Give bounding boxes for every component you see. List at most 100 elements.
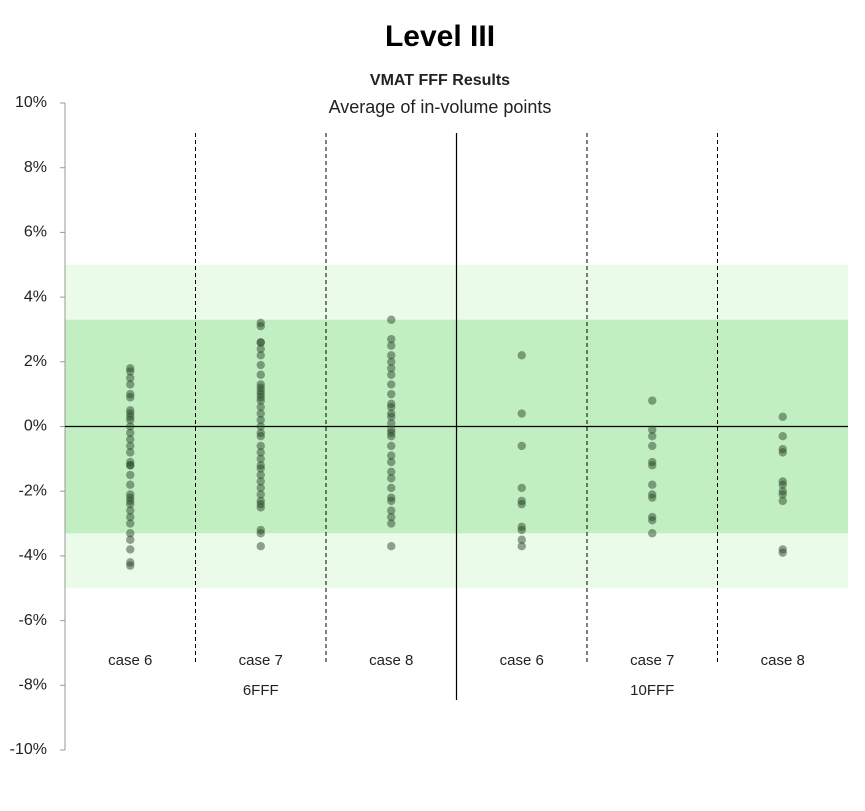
point xyxy=(126,435,135,444)
y-tick-label: 0% xyxy=(24,418,47,435)
y-tick-label: -2% xyxy=(19,482,47,499)
y-tick-label: -4% xyxy=(19,547,47,564)
point xyxy=(256,441,265,451)
group-label: 6FFF xyxy=(243,682,279,699)
point xyxy=(778,480,787,489)
point xyxy=(256,415,265,425)
point xyxy=(126,441,135,451)
point xyxy=(256,396,265,405)
point xyxy=(387,512,396,522)
point xyxy=(387,412,396,421)
category-label: case 7 xyxy=(630,652,674,669)
point xyxy=(126,461,135,470)
point xyxy=(126,519,135,528)
point xyxy=(387,541,396,551)
point xyxy=(256,402,265,412)
point xyxy=(387,506,396,515)
point xyxy=(648,461,657,470)
point xyxy=(517,441,526,451)
point xyxy=(517,525,526,535)
y-tick-label: -10% xyxy=(10,741,47,758)
point xyxy=(387,334,396,344)
point xyxy=(387,351,396,360)
point xyxy=(126,470,135,480)
y-tick-label: -8% xyxy=(19,677,47,694)
y-tick-label: 4% xyxy=(24,288,47,305)
point xyxy=(126,545,135,554)
point xyxy=(778,448,787,457)
category-label: case 8 xyxy=(761,652,805,669)
point xyxy=(256,422,265,431)
point xyxy=(256,470,265,480)
point xyxy=(126,422,135,431)
point xyxy=(648,441,657,451)
point xyxy=(387,419,396,428)
point xyxy=(387,451,396,460)
category-label: case 8 xyxy=(369,652,413,669)
point xyxy=(387,467,396,476)
point xyxy=(778,490,787,499)
point xyxy=(387,474,396,483)
point xyxy=(387,519,396,528)
y-tick-label: 6% xyxy=(24,224,47,241)
point xyxy=(126,512,135,522)
point xyxy=(256,432,265,441)
point xyxy=(517,409,526,418)
point xyxy=(256,351,265,360)
point xyxy=(387,370,396,379)
point xyxy=(387,357,396,366)
point xyxy=(126,506,135,515)
chart-subtitle: Average of in-volume points xyxy=(329,97,552,117)
point xyxy=(648,516,657,525)
point xyxy=(648,480,657,489)
category-label: case 6 xyxy=(108,652,152,669)
y-tick-label: 2% xyxy=(24,353,47,370)
point xyxy=(256,477,265,486)
point xyxy=(126,373,135,383)
point xyxy=(387,457,396,467)
point xyxy=(778,548,787,557)
point xyxy=(778,412,787,421)
point xyxy=(256,344,265,354)
point xyxy=(387,441,396,451)
point xyxy=(387,364,396,373)
point xyxy=(256,541,265,551)
point xyxy=(648,529,657,538)
point xyxy=(517,351,526,360)
point xyxy=(126,380,135,389)
point xyxy=(517,535,526,544)
y-tick-label: -6% xyxy=(19,612,47,629)
point xyxy=(778,432,787,441)
point xyxy=(517,499,526,509)
point xyxy=(648,425,657,434)
point xyxy=(648,396,657,405)
point xyxy=(256,503,265,512)
point xyxy=(387,380,396,389)
point xyxy=(517,541,526,551)
point xyxy=(387,496,396,506)
point xyxy=(387,315,396,324)
point xyxy=(256,448,265,457)
point xyxy=(126,480,135,489)
group-label: 10FFF xyxy=(630,682,674,699)
point xyxy=(256,490,265,499)
point xyxy=(126,448,135,457)
point xyxy=(517,483,526,493)
point xyxy=(126,367,135,376)
point xyxy=(256,370,265,379)
point xyxy=(126,415,135,425)
point xyxy=(256,483,265,493)
point xyxy=(256,322,265,331)
point xyxy=(256,454,265,464)
point xyxy=(387,389,396,399)
point xyxy=(387,341,396,350)
y-tick-label: 8% xyxy=(24,159,47,176)
y-tick-label: 10% xyxy=(15,94,47,111)
point xyxy=(126,535,135,544)
point xyxy=(256,360,265,370)
point xyxy=(256,464,265,473)
point xyxy=(126,393,135,402)
category-label: case 7 xyxy=(239,652,283,669)
point xyxy=(648,493,657,502)
